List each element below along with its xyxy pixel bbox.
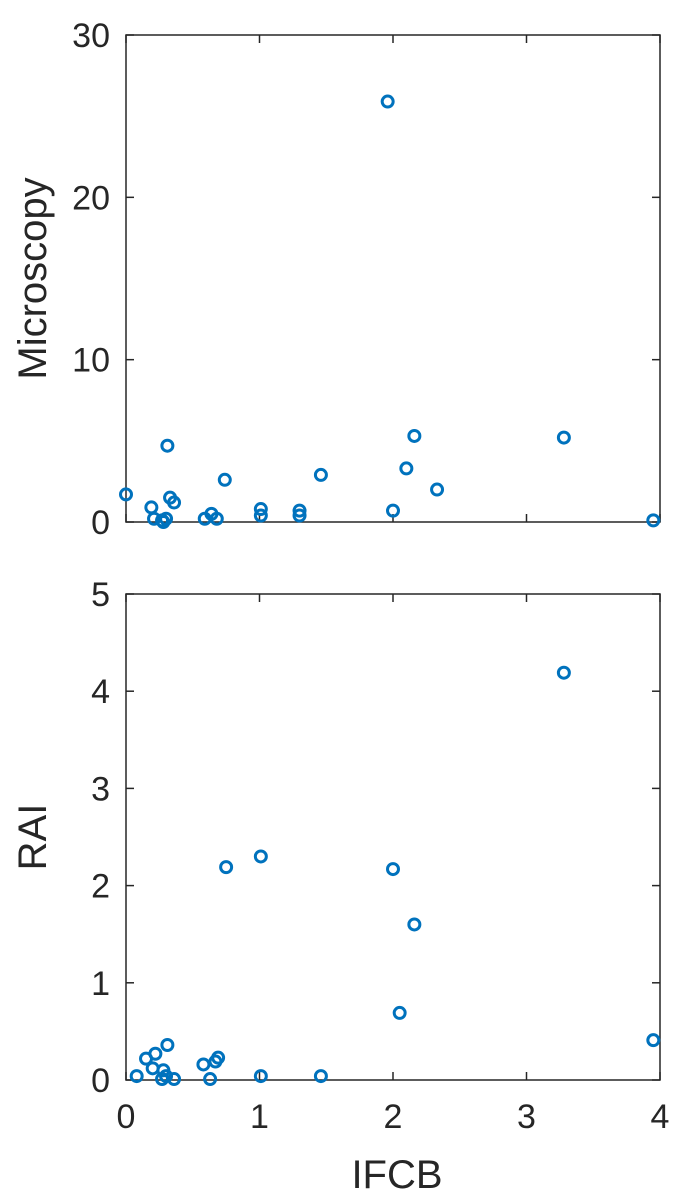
- data-point: [386, 503, 400, 518]
- data-point: [430, 482, 445, 497]
- y-tick-label: 3: [91, 770, 110, 808]
- data-point: [313, 467, 328, 482]
- y-tick-label: 0: [91, 504, 110, 542]
- x-tick-label: 4: [651, 1098, 670, 1136]
- data-point: [217, 472, 232, 487]
- plot-area-frame: [125, 34, 661, 523]
- data-point: [145, 1061, 160, 1076]
- data-point: [159, 1069, 174, 1084]
- data-point: [407, 917, 422, 932]
- data-point: [253, 502, 268, 517]
- data-point: [386, 862, 400, 877]
- data-point: [292, 503, 307, 518]
- x-tick-label: 3: [517, 1098, 536, 1136]
- y-tick-label: 2: [91, 868, 110, 906]
- data-point: [129, 1069, 144, 1084]
- data-point: [399, 461, 414, 476]
- data-point: [253, 1069, 268, 1084]
- y-tick-label: 20: [72, 179, 110, 217]
- y-axis-label: Microscopy: [11, 177, 55, 379]
- x-axis-label: IFCB: [351, 1153, 442, 1197]
- y-tick-label: 10: [72, 342, 110, 380]
- scatter-panel-1: 0 10 20 30 Microscopy: [11, 17, 661, 542]
- data-point: [253, 508, 268, 523]
- data-point: [160, 438, 175, 453]
- data-point: [211, 1050, 226, 1065]
- data-point: [556, 430, 571, 445]
- data-point: [392, 1005, 407, 1020]
- data-point: [148, 1046, 163, 1061]
- data-point: [313, 1069, 328, 1084]
- data-point: [167, 495, 182, 510]
- y-tick-label: 1: [91, 965, 110, 1003]
- data-point: [119, 487, 133, 502]
- data-point: [407, 428, 422, 443]
- data-point: [203, 1072, 218, 1087]
- data-point: [646, 513, 661, 528]
- x-tick-label: 2: [384, 1098, 403, 1136]
- y-tick-label: 30: [72, 17, 110, 55]
- x-tick-label: 0: [117, 1098, 136, 1136]
- data-point: [160, 1038, 175, 1053]
- data-point: [196, 1057, 211, 1072]
- data-point: [292, 508, 307, 523]
- y-tick-label: 4: [91, 673, 110, 711]
- data-point: [159, 511, 174, 526]
- data-point: [380, 94, 395, 109]
- y-axis-label: RAI: [11, 804, 55, 871]
- data-point: [646, 1033, 661, 1048]
- x-tick-label: 1: [250, 1098, 269, 1136]
- data-point: [556, 665, 571, 680]
- data-point: [209, 511, 224, 526]
- plot-area-frame: [125, 593, 661, 1081]
- scatter-panel-2: 0 1 2 3 4 0 1 2 3 4 5 RAI IFCB: [11, 576, 669, 1197]
- data-point: [144, 500, 159, 515]
- data-point: [219, 860, 234, 875]
- data-point: [253, 849, 268, 864]
- y-tick-label: 0: [91, 1062, 110, 1100]
- y-tick-label: 5: [91, 576, 110, 614]
- data-point: [167, 1072, 182, 1087]
